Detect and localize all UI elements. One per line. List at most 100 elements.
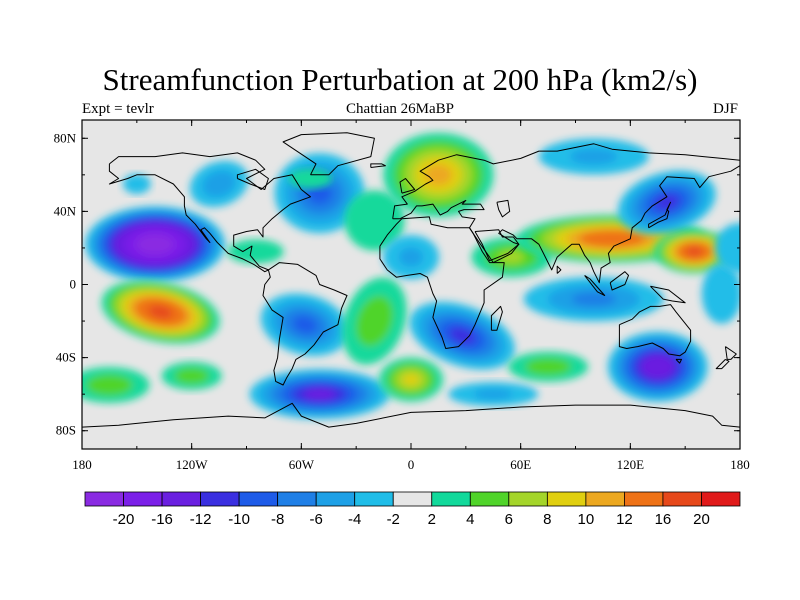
coastline-south-america — [262, 262, 348, 386]
coastline-australia — [618, 304, 692, 357]
contour-centre-28 — [715, 222, 740, 273]
contour-centre-10 — [227, 239, 284, 264]
contour-band — [148, 305, 173, 319]
lon-label: 60W — [289, 457, 315, 472]
map-plot-area — [82, 120, 740, 449]
contour-band — [449, 327, 476, 344]
contour-centre-6 — [189, 160, 249, 208]
contour-band — [128, 178, 145, 190]
contour-band — [293, 316, 317, 334]
coastline-asia-east — [392, 165, 740, 284]
colorbar-box — [161, 491, 201, 507]
colorbar-box — [624, 491, 664, 507]
lat-label: 0 — [70, 277, 77, 292]
contour-centre-4 — [249, 369, 390, 420]
colorbar-label: -6 — [310, 511, 323, 528]
colorbar-label: 20 — [693, 511, 710, 528]
colorbar-box — [662, 491, 702, 507]
coastline-caspian — [496, 199, 511, 218]
coastline-africa — [379, 216, 505, 349]
coastline-antarctica — [82, 402, 740, 428]
coastline-india-ceylon — [556, 265, 562, 274]
contour-band — [571, 292, 617, 307]
contour-band — [357, 203, 392, 238]
contour-band — [239, 244, 272, 259]
coastline-madagascar — [490, 305, 503, 331]
lon-label: 120W — [176, 457, 209, 472]
contour-band — [710, 276, 734, 311]
colorbar-box — [469, 491, 510, 507]
coastline-borneo — [609, 271, 629, 291]
colorbar-box — [84, 491, 124, 507]
lon-label: 120E — [617, 457, 645, 472]
colorbar-label: 2 — [428, 511, 436, 528]
contour-band — [654, 194, 679, 211]
contour-centre-7 — [122, 173, 151, 194]
colorbar-label: -8 — [271, 511, 284, 528]
contour-band — [424, 164, 452, 186]
lat-label: 40N — [54, 203, 77, 218]
contour-band — [180, 370, 203, 381]
colorbar-box — [354, 491, 394, 507]
colorbar-label: -12 — [190, 511, 212, 528]
contour-centre-9 — [161, 361, 222, 390]
colorbar-box — [200, 491, 240, 507]
colorbar-label: -4 — [348, 511, 361, 528]
contour-band — [208, 175, 230, 193]
colorbar-box — [238, 491, 279, 507]
colorbar-box — [277, 491, 317, 507]
contour-band — [288, 168, 333, 189]
colorbar-box — [508, 491, 548, 507]
colorbar-label: -16 — [151, 511, 173, 528]
contour-centre-22 — [538, 138, 649, 175]
colorbar-label: 8 — [543, 511, 551, 528]
colorbar: -20 -16 -12 -10 -8 -6 -4 -2 2 4 6 8 10 12 16 20 — [84, 491, 741, 528]
contour-band — [141, 237, 169, 252]
coastline-nz-south — [715, 358, 730, 370]
contour-fill-layer — [82, 132, 740, 420]
contour-centre-8 — [82, 367, 150, 404]
colorbar-label: -20 — [113, 511, 135, 528]
contour-centre-12 — [344, 190, 405, 251]
period-label: Chattian 26MaBP — [346, 101, 454, 117]
colorbar-label: 10 — [578, 511, 595, 528]
coastline-greenland — [282, 132, 375, 176]
contour-centre-23 — [523, 277, 664, 322]
contour-band — [533, 361, 563, 373]
contour-band — [473, 388, 513, 400]
colorbar-label: -2 — [387, 511, 400, 528]
lon-label: 60E — [510, 457, 531, 472]
contour-centre-11 — [288, 168, 333, 189]
contour-band — [398, 247, 424, 267]
contour-band — [725, 233, 740, 263]
contour-band — [569, 148, 618, 165]
colorbar-box — [392, 491, 433, 507]
coastline-new-zealand — [724, 346, 737, 360]
contour-centre-2 — [101, 280, 220, 344]
colorbar-label: 6 — [505, 511, 513, 528]
contour-centre-27 — [448, 382, 539, 407]
colorbar-label: 12 — [616, 511, 633, 528]
colorbar-box — [123, 491, 163, 507]
chart-title: Streamfunction Perturbation at 200 hPa (… — [102, 62, 698, 97]
colorbar-box — [701, 491, 741, 507]
contour-centre-25 — [508, 351, 589, 382]
contour-centre-14 — [383, 235, 439, 280]
colorbar-box — [585, 491, 625, 507]
contour-band — [402, 373, 420, 386]
coastline-north-america — [108, 152, 311, 273]
coastline-tasmania — [675, 358, 682, 364]
colorbar-label: 4 — [466, 511, 474, 528]
contour-centre-15 — [409, 301, 515, 370]
contour-centre-17 — [342, 277, 407, 365]
lat-label: 80N — [54, 130, 77, 145]
contour-band — [362, 305, 387, 337]
colorbar-box — [546, 491, 587, 507]
contour-centre-3 — [260, 293, 350, 356]
coastline-sumatra — [584, 274, 606, 296]
contour-centre-16 — [379, 357, 443, 402]
lat-label: 40S — [56, 350, 76, 365]
coastline-british-isles — [399, 178, 416, 194]
lon-label: 0 — [408, 457, 415, 472]
